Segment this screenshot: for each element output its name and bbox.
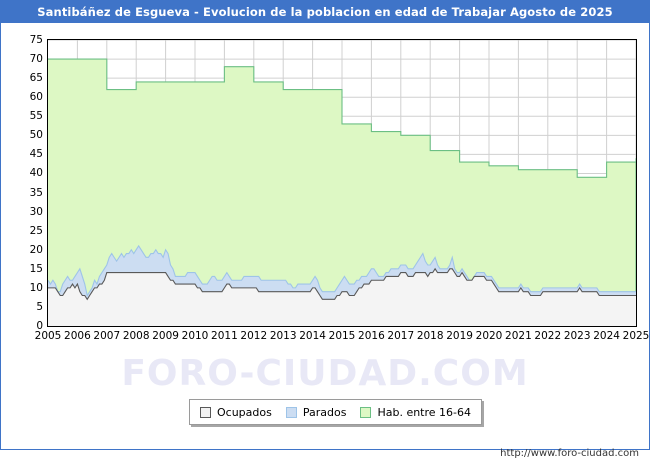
y-axis-tick-label: 45 <box>29 148 43 161</box>
x-axis-tick-label: 2015 <box>328 330 356 342</box>
plot-inner <box>48 40 636 326</box>
parados-line <box>48 244 636 297</box>
chart-region: FORO-CIUDAD.COM 0 5 10 15 20 25 30 35 40 45 50 55 60… <box>1 23 650 459</box>
y-axis-tick-label: 25 <box>29 224 43 237</box>
legend-item-label: Hab. entre 16-64 <box>377 405 472 419</box>
x-axis: 2005 2006 2007 2008 2009 2010 2011 2012 2013 2014… <box>35 330 650 346</box>
x-axis-tick-label: 2017 <box>387 330 415 342</box>
y-axis-tick-label: 0 <box>36 320 43 332</box>
y-axis-tick-label: 50 <box>29 129 43 142</box>
x-axis-tick-label: 2013 <box>269 330 297 342</box>
y-axis-tick-label: 70 <box>29 53 43 66</box>
x-axis-tick-label: 2005 <box>34 330 62 342</box>
x-axis-tick-label: 2009 <box>152 330 179 342</box>
x-axis-tick-label: 2007 <box>93 330 121 342</box>
plot-area <box>47 39 637 327</box>
legend-item[interactable]: Parados <box>285 405 347 419</box>
x-axis-tick-label: 2020 <box>475 330 503 342</box>
x-axis-tick-label: 2025 <box>622 330 650 342</box>
legend-swatch-icon <box>360 406 372 418</box>
x-axis-tick-label: 2023 <box>563 330 591 342</box>
x-axis-tick-label: 2014 <box>299 330 326 342</box>
hab-16-64-line <box>48 58 636 326</box>
x-axis-tick-label: 2019 <box>446 330 473 342</box>
ocupados-line <box>48 267 636 301</box>
x-axis-tick-label: 2024 <box>593 330 620 342</box>
x-axis-tick-label: 2021 <box>505 330 532 342</box>
x-axis-tick-label: 2006 <box>64 330 91 342</box>
y-axis-tick-label: 55 <box>29 110 43 123</box>
window-title-bar: Santibáñez de Esgueva - Evolucion de la … <box>1 1 649 23</box>
legend-item-label: Ocupados <box>217 405 272 419</box>
y-axis-tick-label: 35 <box>29 186 43 199</box>
ocupados-area <box>48 268 636 326</box>
y-axis-tick-label: 75 <box>29 34 43 46</box>
y-axis-tick-label: 20 <box>29 243 43 256</box>
y-axis-tick-label: 30 <box>29 205 43 218</box>
legend-swatch-icon <box>200 406 211 418</box>
legend-swatch-icon <box>285 406 297 418</box>
y-axis-tick-label: 10 <box>29 281 43 294</box>
chart-legend: Ocupados Parados Hab. entre 16-64 <box>189 399 483 425</box>
hab-16-64-area <box>48 59 636 326</box>
y-axis-tick-label: 5 <box>36 300 43 313</box>
x-axis-tick-label: 2012 <box>240 330 268 342</box>
y-axis-tick-label: 40 <box>29 167 43 180</box>
y-axis-tick-label: 60 <box>29 91 43 104</box>
x-axis-tick-label: 2008 <box>122 330 150 342</box>
legend-item[interactable]: Ocupados <box>200 406 272 419</box>
x-axis-tick-label: 2011 <box>211 330 238 342</box>
x-axis-tick-label: 2010 <box>181 330 209 342</box>
y-axis-tick-label: 65 <box>29 72 43 85</box>
y-axis: 0 5 10 15 20 25 30 35 40 45 50 55 60 65 70 75 <box>1 34 43 332</box>
legend-item-label: Parados <box>302 405 347 419</box>
x-axis-tick-label: 2016 <box>358 330 385 342</box>
page-title: Santibáñez de Esgueva - Evolucion de la … <box>37 5 613 19</box>
watermark: FORO-CIUDAD.COM <box>121 353 529 394</box>
x-axis-tick-label: 2022 <box>534 330 562 342</box>
legend-item[interactable]: Hab. entre 16-64 <box>360 406 471 419</box>
y-axis-tick-label: 15 <box>29 262 43 275</box>
x-axis-tick-label: 2018 <box>416 330 444 342</box>
